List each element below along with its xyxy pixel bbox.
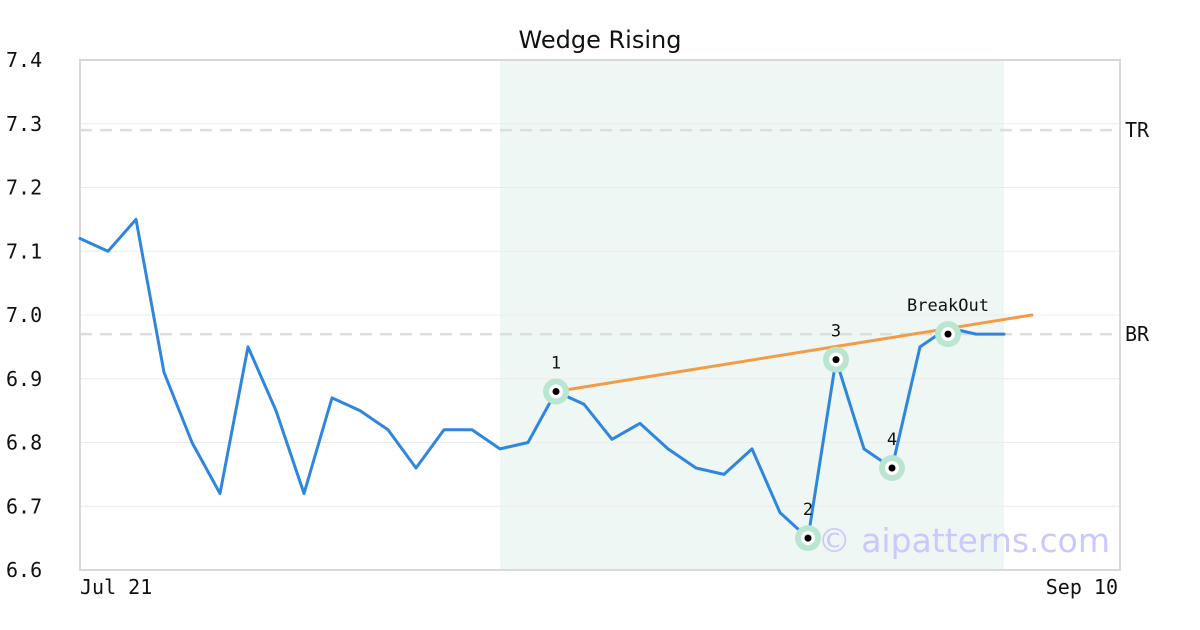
y-tick-label: 7.2: [6, 176, 42, 200]
price-line: [78, 217, 1006, 540]
plot-area: TR BR 6.6 6.7 6.8 6.9 7.0 7.1 7.2 7.3 7.4 Jul 21 Sep…: [6, 48, 1150, 599]
pivot-label-breakout: BreakOut: [907, 296, 989, 316]
pivot-dot-3: [832, 356, 840, 364]
watermark: © aipatterns.com: [818, 521, 1110, 560]
y-tick-label: 7.1: [6, 239, 42, 263]
y-tick-label: 6.9: [6, 367, 42, 391]
pivot-dot-breakout: [944, 330, 952, 338]
y-tick-label: 7.4: [6, 48, 42, 72]
x-tick-label-start: Jul 21: [80, 575, 152, 599]
y-tick-label: 7.3: [6, 112, 42, 136]
plot-border: [79, 59, 1121, 571]
reference-label-tr: TR: [1125, 118, 1150, 142]
pivot-label-3: 3: [831, 322, 841, 342]
chart-title: Wedge Rising: [519, 26, 682, 54]
y-tick-label: 7.0: [6, 303, 42, 327]
pivot-label-2: 2: [803, 500, 813, 520]
reference-label-br: BR: [1125, 322, 1150, 346]
pivot-label-4: 4: [887, 430, 897, 450]
x-tick-label-end: Sep 10: [1046, 575, 1118, 599]
y-tick-label: 6.7: [6, 494, 42, 518]
y-tick-label: 6.8: [6, 431, 42, 455]
y-tick-label: 6.6: [6, 558, 42, 582]
pivot-dot-1: [552, 388, 560, 395]
pivot-dot-4: [888, 464, 896, 472]
pivot-label-1: 1: [551, 354, 561, 374]
pivot-dot-2: [804, 534, 812, 542]
